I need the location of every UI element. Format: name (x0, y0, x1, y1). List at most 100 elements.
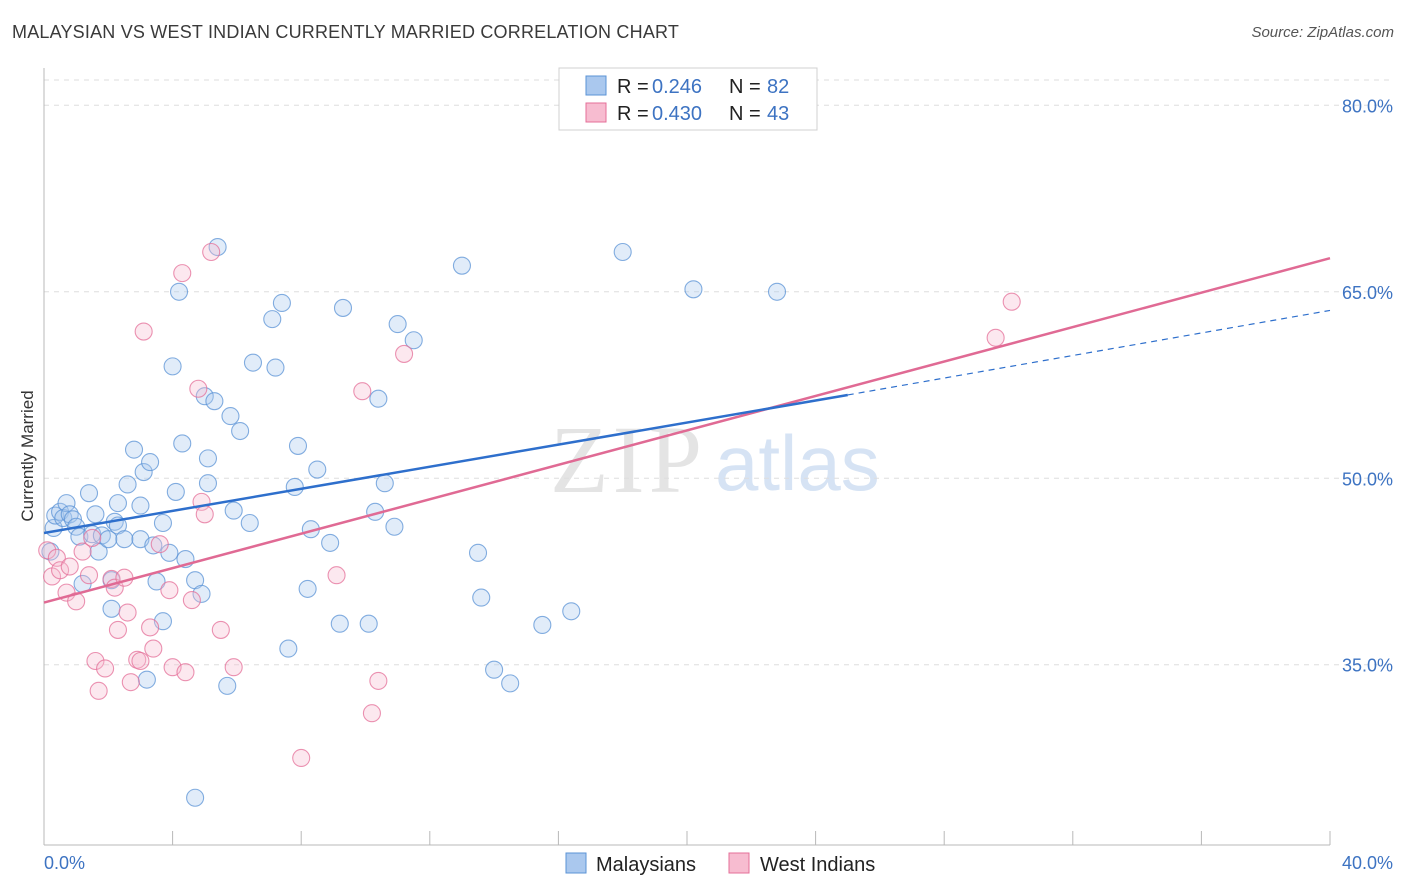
legend-n-value-pink: 43 (767, 103, 789, 125)
data-point (89, 681, 108, 700)
data-point (359, 614, 378, 633)
data-point (369, 389, 388, 408)
data-point (51, 561, 70, 580)
data-point (83, 528, 102, 547)
data-point (99, 530, 118, 549)
data-point (243, 353, 263, 372)
legend-swatch-pink (585, 102, 607, 123)
data-point (279, 639, 298, 658)
y-tick-label: 80.0% (1342, 96, 1393, 116)
data-point (231, 421, 250, 441)
data-point (330, 614, 349, 633)
data-point (134, 462, 153, 482)
data-point (263, 310, 282, 329)
data-point (166, 482, 185, 501)
data-point (472, 588, 491, 607)
data-point (141, 618, 160, 637)
data-point (353, 382, 372, 401)
y-tick-label: 50.0% (1342, 469, 1393, 489)
data-point (176, 663, 195, 682)
data-point (134, 322, 153, 341)
data-point (124, 440, 144, 459)
watermark-atlas: atlas (715, 419, 880, 507)
data-point (308, 460, 327, 479)
data-point (169, 282, 189, 301)
data-point (388, 315, 407, 334)
data-point (118, 603, 137, 622)
data-point (533, 615, 552, 635)
data-point (240, 513, 259, 533)
legend-r-label-blue: R = (617, 76, 649, 98)
data-point (221, 407, 240, 426)
trend-line-malaysians (43, 393, 848, 535)
data-point (767, 282, 787, 301)
data-point (60, 557, 79, 576)
data-point (86, 651, 105, 671)
data-point (189, 379, 208, 398)
y-tick-label: 35.0% (1342, 656, 1393, 676)
chart-title: MALAYSIAN VS WEST INDIAN CURRENTLY MARRI… (12, 22, 680, 42)
y-axis-label: Currently Married (18, 390, 37, 521)
data-point (102, 599, 121, 618)
data-point (333, 298, 353, 317)
data-point (452, 256, 472, 275)
x-ticks (43, 831, 1331, 845)
data-point (266, 358, 285, 377)
data-point (141, 453, 160, 472)
legend-r-label-pink: R = (617, 103, 649, 125)
data-point (404, 331, 423, 350)
data-point (211, 620, 230, 639)
trend-line-malaysians-extension (847, 309, 1331, 396)
series-legend-swatch-west-indians (728, 852, 750, 874)
data-point (96, 659, 115, 678)
data-point (131, 651, 150, 671)
data-point (115, 530, 134, 549)
data-point (160, 581, 179, 600)
data-point (118, 475, 137, 494)
data-point (144, 536, 163, 555)
data-point (137, 670, 156, 689)
data-point (86, 505, 105, 524)
x-tick-label-max: 40.0% (1342, 853, 1393, 873)
data-point (192, 584, 211, 603)
series-malaysians (41, 237, 787, 807)
data-point (186, 788, 205, 807)
data-point (153, 513, 173, 533)
data-point (79, 484, 99, 503)
legend-r-value-pink: 0.430 (652, 103, 702, 125)
series-legend-label-west-indians: West Indians (760, 854, 875, 876)
data-point (684, 280, 703, 299)
data-point (369, 671, 388, 690)
data-point (321, 533, 340, 552)
data-point (375, 474, 394, 493)
data-point (501, 674, 520, 693)
data-point (173, 434, 192, 453)
data-point (986, 328, 1005, 347)
data-point (224, 501, 243, 520)
data-point (144, 639, 163, 658)
x-tick-label-min: 0.0% (44, 853, 85, 873)
data-point (218, 676, 237, 695)
data-point (1002, 292, 1021, 311)
data-point (195, 505, 214, 524)
data-point (468, 543, 488, 562)
data-point (57, 494, 76, 513)
data-point (288, 436, 308, 455)
grid-lines (44, 79, 1393, 666)
data-point (205, 392, 224, 411)
legend-n-label-pink: N = (729, 103, 761, 125)
data-point (298, 579, 317, 598)
legend-swatch-blue (585, 75, 607, 96)
y-tick-labels: 35.0% 50.0% 65.0% 80.0% (1342, 96, 1393, 675)
data-point (108, 620, 127, 639)
data-point (79, 566, 99, 585)
data-point (202, 242, 221, 262)
data-point (195, 387, 214, 406)
data-point (613, 242, 632, 262)
source-label: Source: ZipAtlas.com (1251, 24, 1394, 41)
series-legend-swatch-malaysians (565, 852, 587, 874)
data-point (385, 517, 404, 536)
legend-n-value-blue: 82 (767, 76, 789, 98)
data-point (173, 264, 192, 283)
